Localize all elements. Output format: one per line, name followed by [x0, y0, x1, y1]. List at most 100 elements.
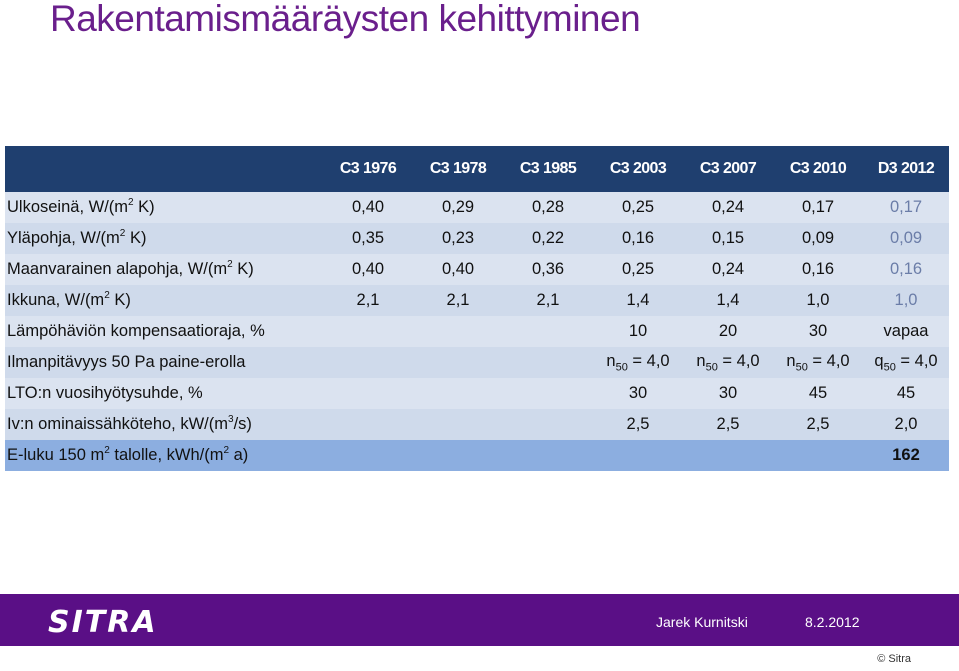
column-header: C3 2003 [609, 160, 667, 177]
row-label-text: Ulkoseinä, W/(m [7, 198, 129, 216]
row-label: Ikkuna, W/(m2 K) [5, 285, 323, 316]
table-cell: vapaa [883, 322, 929, 340]
table-cell: 30 [718, 384, 738, 402]
table-row: E-luku 150 m2 talolle, kWh/(m2 a) 162 [5, 440, 949, 471]
page-title: Rakentamismääräysten kehittyminen [50, 0, 641, 39]
table-cell: 2,5 [806, 415, 830, 433]
table-header-row: C3 1976 C3 1978 C3 1985 C3 2003 C3 2007 … [5, 146, 949, 192]
table-cell: 0,16 [889, 260, 923, 278]
row-label-text: Iv:n ominaissähköteho, kW/(m [7, 415, 228, 433]
column-header: C3 1976 [339, 160, 397, 177]
row-label-superscript: 2 [119, 228, 126, 239]
table-cell: 0,29 [441, 198, 475, 216]
column-header: C3 2007 [699, 160, 757, 177]
row-label-text: Ilmanpitävyys 50 Pa paine-erolla [7, 353, 246, 371]
table-cell [503, 378, 593, 409]
row-label: E-luku 150 m2 talolle, kWh/(m2 a) [5, 440, 323, 471]
table-row: Lämpöhäviön kompensaatioraja, % 10 20 30 vap… [5, 316, 949, 347]
row-label: Yläpohja, W/(m2 K) [5, 223, 323, 254]
column-header: D3 2012 [877, 160, 935, 177]
table-cell: 0,09 [801, 229, 835, 247]
table-cell: 30 [628, 384, 648, 402]
copyright-notice: © Sitra [877, 653, 911, 665]
table-cell [413, 440, 503, 471]
row-label-superscript: 2 [128, 197, 134, 208]
table-cell: 0,40 [351, 260, 385, 278]
regulations-table: C3 1976 C3 1978 C3 1985 C3 2003 C3 2007 … [5, 146, 949, 471]
table-cell [323, 316, 413, 347]
table-cell: 1,4 [716, 291, 740, 309]
table-cell: 0,22 [531, 229, 565, 247]
row-label-suffix: talolle, kWh/(m2 a) [109, 445, 249, 465]
row-label-suffix: K) [133, 198, 155, 216]
table-cell: 0,24 [711, 260, 745, 278]
table-cell: 0,23 [441, 229, 475, 247]
row-label-suffix: K) [232, 260, 254, 278]
table-cell: n50 = 4,0 [606, 351, 670, 374]
header-corner [5, 146, 323, 192]
table-cell: 45 [896, 384, 916, 402]
table-cell: 30 [808, 322, 828, 340]
row-label: Maanvarainen alapohja, W/(m2 K) [5, 254, 323, 285]
table-cell: 0,16 [621, 229, 655, 247]
table-cell: 0,28 [531, 198, 565, 216]
table-cell: 162 [892, 446, 920, 464]
table-cell: 0,25 [621, 260, 655, 278]
table-cell: 2,5 [626, 415, 650, 433]
row-label-suffix: K) [125, 229, 147, 247]
column-header: C3 1985 [519, 160, 577, 177]
table-cell [503, 347, 593, 378]
table-cell: 2,1 [446, 291, 470, 309]
table-cell: 0,17 [801, 198, 835, 216]
table-cell [593, 440, 683, 471]
table-row: Maanvarainen alapohja, W/(m2 K) 0,40 0,40 0… [5, 254, 949, 285]
row-label-suffix: /s) [233, 415, 252, 433]
table-row: Ilmanpitävyys 50 Pa paine-erolla n50 = 4,… [5, 347, 949, 378]
table-cell: n50 = 4,0 [696, 351, 760, 374]
row-label-text: Yläpohja, W/(m [7, 229, 120, 247]
presentation-date: 8.2.2012 [805, 614, 860, 630]
table-cell: 0,35 [351, 229, 385, 247]
table-row: Yläpohja, W/(m2 K) 0,35 0,23 0,22 0,16 0,15 0,… [5, 223, 949, 254]
table-cell: n50 = 4,0 [786, 351, 850, 374]
column-header: C3 2010 [789, 160, 847, 177]
row-label: Iv:n ominaissähköteho, kW/(m3/s) [5, 409, 323, 440]
row-label-text: Lämpöhäviön kompensaatioraja, % [7, 322, 265, 340]
row-label-superscript: 2 [104, 445, 110, 456]
row-label-suffix: K) [109, 291, 131, 309]
table-cell [503, 316, 593, 347]
table-cell [413, 409, 503, 440]
table-cell: 1,4 [626, 291, 650, 309]
table-cell [323, 440, 413, 471]
table-cell: 2,1 [536, 291, 560, 309]
row-label-text: Ikkuna, W/(m [7, 291, 105, 309]
row-label-text: Maanvarainen alapohja, W/(m [7, 260, 228, 278]
row-label: Ilmanpitävyys 50 Pa paine-erolla [5, 347, 323, 378]
table-cell: 45 [808, 384, 828, 402]
author-name: Jarek Kurnitski [656, 614, 748, 630]
row-label-superscript: 2 [104, 290, 110, 301]
table-cell [323, 378, 413, 409]
table-cell: 0,15 [711, 229, 745, 247]
row-label: LTO:n vuosihyötysuhde, % [5, 378, 323, 409]
table-row: Iv:n ominaissähköteho, kW/(m3/s) 2,5 2,5 2,… [5, 409, 949, 440]
table-cell: 1,0 [894, 291, 918, 309]
table-row: LTO:n vuosihyötysuhde, % 30 30 45 45 [5, 378, 949, 409]
row-label-text: E-luku 150 m [7, 446, 105, 464]
table-cell: 0,09 [889, 229, 923, 247]
table-cell: 2,0 [894, 415, 918, 433]
table-cell [323, 347, 413, 378]
table-cell [413, 316, 503, 347]
table-cell [683, 440, 773, 471]
row-label-text: LTO:n vuosihyötysuhde, % [7, 384, 203, 402]
table-cell: 2,1 [356, 291, 380, 309]
table-cell: 20 [718, 322, 738, 340]
table-cell: q50 = 4,0 [874, 351, 938, 374]
table-cell [503, 440, 593, 471]
row-label: Lämpöhäviön kompensaatioraja, % [5, 316, 323, 347]
table-cell: 10 [628, 322, 648, 340]
row-label-superscript: 3 [228, 414, 234, 425]
footer-bar: SITRA Jarek Kurnitski 8.2.2012 [0, 594, 959, 646]
table-cell: 0,36 [531, 260, 565, 278]
table-cell: 0,24 [711, 198, 745, 216]
